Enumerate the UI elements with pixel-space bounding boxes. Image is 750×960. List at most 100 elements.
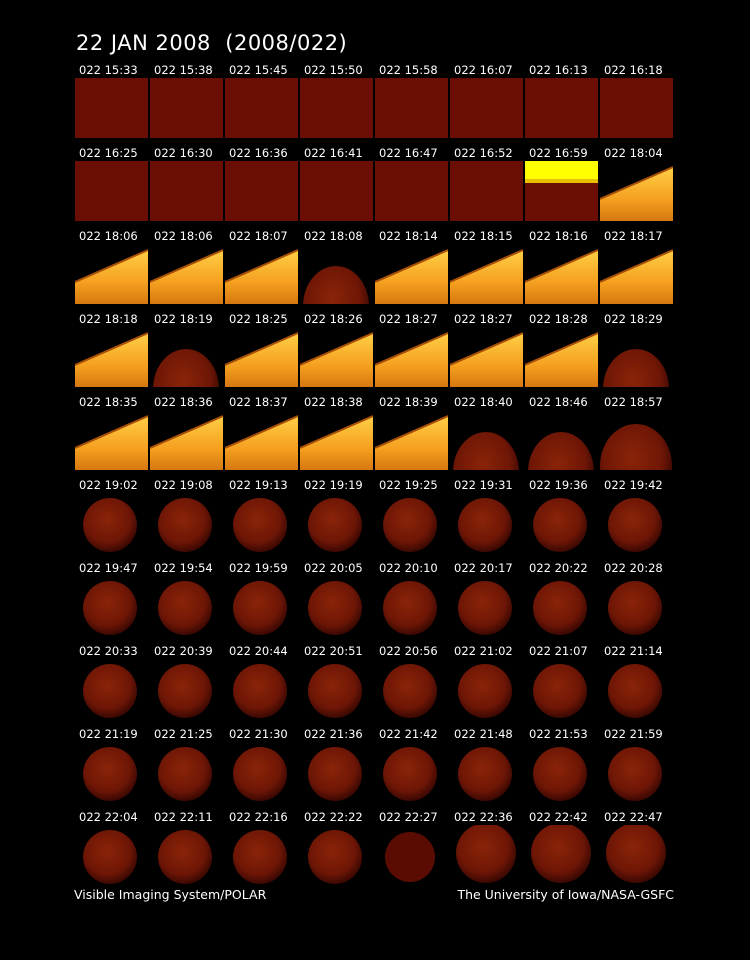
timestamp-label: 022 22:36	[454, 810, 513, 824]
timestamp-label: 022 19:19	[304, 478, 363, 492]
timestamp-label: 022 22:42	[529, 810, 588, 824]
timestamp-label: 022 19:47	[79, 561, 138, 575]
image-thumbnail	[450, 659, 523, 719]
timestamp-label: 022 15:50	[304, 63, 363, 77]
timestamp-label: 022 22:22	[304, 810, 363, 824]
timestamp-label: 022 18:06	[154, 229, 213, 243]
timestamp-label: 022 21:14	[604, 644, 663, 658]
timestamp-label: 022 18:04	[604, 146, 663, 160]
timestamp-label: 022 21:48	[454, 727, 513, 741]
timestamp-label: 022 20:56	[379, 644, 438, 658]
timestamp-label: 022 20:05	[304, 561, 363, 575]
timestamp-label: 022 18:27	[454, 312, 513, 326]
timestamp-label: 022 19:31	[454, 478, 513, 492]
timestamp-label: 022 21:53	[529, 727, 588, 741]
image-thumbnail	[450, 493, 523, 553]
timestamp-label: 022 15:58	[379, 63, 438, 77]
image-thumbnail	[450, 825, 523, 885]
image-thumbnail	[525, 410, 598, 470]
image-thumbnail	[225, 244, 298, 304]
image-thumbnail	[375, 161, 448, 221]
image-thumbnail	[150, 244, 223, 304]
image-thumbnail	[525, 244, 598, 304]
image-thumbnail	[150, 825, 223, 885]
image-thumbnail	[300, 576, 373, 636]
image-thumbnail	[450, 244, 523, 304]
timestamp-label: 022 22:27	[379, 810, 438, 824]
timestamp-label: 022 21:07	[529, 644, 588, 658]
image-thumbnail	[150, 742, 223, 802]
timestamp-label: 022 15:45	[229, 63, 288, 77]
image-thumbnail	[150, 659, 223, 719]
timestamp-label: 022 20:17	[454, 561, 513, 575]
timestamp-label: 022 20:28	[604, 561, 663, 575]
timestamp-label: 022 18:29	[604, 312, 663, 326]
timestamp-label: 022 22:04	[79, 810, 138, 824]
image-thumbnail	[225, 161, 298, 221]
image-thumbnail	[375, 244, 448, 304]
image-thumbnail	[375, 825, 448, 885]
image-thumbnail	[75, 659, 148, 719]
footer-instrument-credit: Visible Imaging System/POLAR	[74, 887, 267, 902]
timestamp-label: 022 19:25	[379, 478, 438, 492]
timestamp-label: 022 18:18	[79, 312, 138, 326]
timestamp-label: 022 18:35	[79, 395, 138, 409]
image-thumbnail	[450, 742, 523, 802]
timestamp-label: 022 18:06	[79, 229, 138, 243]
timestamp-label: 022 18:26	[304, 312, 363, 326]
timestamp-label: 022 18:38	[304, 395, 363, 409]
image-thumbnail	[150, 161, 223, 221]
image-thumbnail	[600, 659, 673, 719]
timestamp-label: 022 19:02	[79, 478, 138, 492]
image-thumbnail	[375, 327, 448, 387]
timestamp-label: 022 19:13	[229, 478, 288, 492]
image-thumbnail	[600, 742, 673, 802]
timestamp-label: 022 16:59	[529, 146, 588, 160]
timestamp-label: 022 21:25	[154, 727, 213, 741]
image-thumbnail	[225, 742, 298, 802]
image-thumbnail	[75, 161, 148, 221]
image-thumbnail	[600, 78, 673, 138]
image-thumbnail	[225, 825, 298, 885]
image-thumbnail	[75, 78, 148, 138]
timestamp-label: 022 18:25	[229, 312, 288, 326]
image-thumbnail	[375, 493, 448, 553]
timestamp-label: 022 19:59	[229, 561, 288, 575]
timestamp-label: 022 19:08	[154, 478, 213, 492]
timestamp-label: 022 19:36	[529, 478, 588, 492]
timestamp-label: 022 20:22	[529, 561, 588, 575]
timestamp-label: 022 16:07	[454, 63, 513, 77]
timestamp-label: 022 15:38	[154, 63, 213, 77]
timestamp-label: 022 21:19	[79, 727, 138, 741]
image-thumbnail	[225, 493, 298, 553]
image-thumbnail	[225, 78, 298, 138]
image-thumbnail	[225, 576, 298, 636]
image-thumbnail	[600, 161, 673, 221]
image-thumbnail	[75, 327, 148, 387]
timestamp-label: 022 21:02	[454, 644, 513, 658]
image-thumbnail	[300, 327, 373, 387]
image-thumbnail	[300, 825, 373, 885]
image-thumbnail	[75, 410, 148, 470]
timestamp-label: 022 16:18	[604, 63, 663, 77]
image-thumbnail	[75, 742, 148, 802]
timestamp-label: 022 18:17	[604, 229, 663, 243]
image-thumbnail	[375, 742, 448, 802]
image-thumbnail	[300, 493, 373, 553]
timestamp-label: 022 22:47	[604, 810, 663, 824]
timestamp-label: 022 16:52	[454, 146, 513, 160]
image-thumbnail	[525, 576, 598, 636]
timestamp-label: 022 21:30	[229, 727, 288, 741]
timestamp-label: 022 16:41	[304, 146, 363, 160]
timestamp-label: 022 18:08	[304, 229, 363, 243]
image-thumbnail	[375, 410, 448, 470]
timestamp-label: 022 19:42	[604, 478, 663, 492]
timestamp-label: 022 18:16	[529, 229, 588, 243]
image-thumbnail	[600, 410, 673, 470]
image-thumbnail	[450, 410, 523, 470]
image-thumbnail	[75, 825, 148, 885]
image-thumbnail	[375, 659, 448, 719]
page-title: 22 JAN 2008 (2008/022)	[76, 31, 348, 55]
image-thumbnail	[525, 825, 598, 885]
image-thumbnail	[225, 659, 298, 719]
